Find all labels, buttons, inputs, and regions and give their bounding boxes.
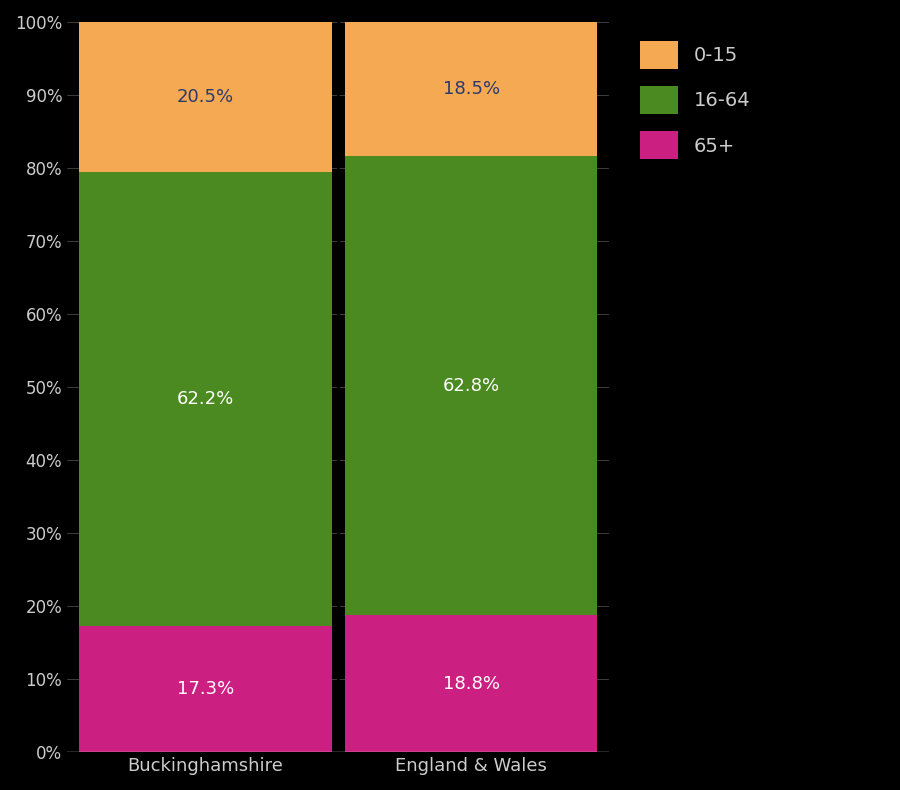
Bar — [345, 156, 598, 615]
Bar — [79, 22, 331, 171]
Legend: 0-15, 16-64, 65+: 0-15, 16-64, 65+ — [630, 32, 760, 169]
Bar — [345, 21, 598, 156]
Text: 17.3%: 17.3% — [176, 680, 234, 698]
Bar — [79, 626, 331, 752]
Text: 62.2%: 62.2% — [176, 389, 234, 408]
Text: 20.5%: 20.5% — [176, 88, 234, 106]
Text: 18.8%: 18.8% — [443, 675, 500, 693]
Text: 18.5%: 18.5% — [443, 80, 500, 98]
Text: 62.8%: 62.8% — [443, 377, 500, 395]
Bar — [345, 615, 598, 752]
Bar — [79, 171, 331, 626]
